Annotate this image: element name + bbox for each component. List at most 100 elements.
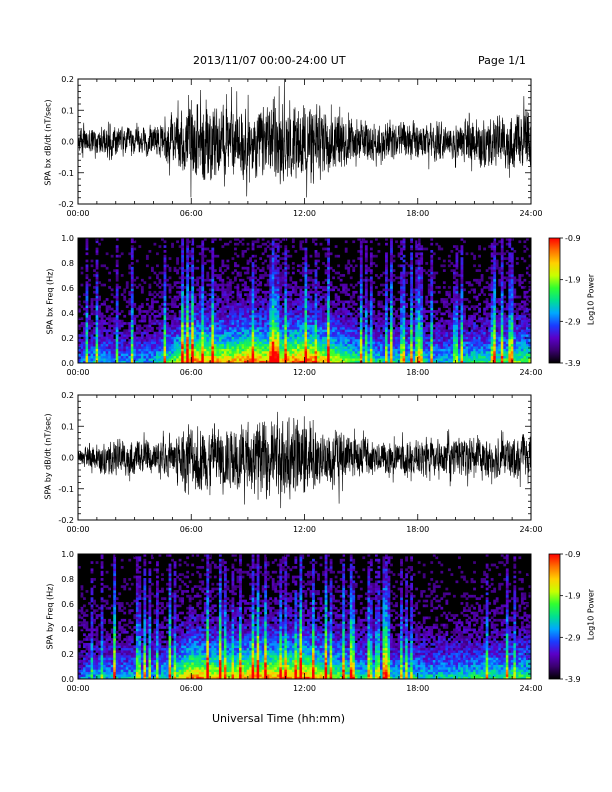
heatmap-cell xyxy=(445,298,449,301)
heatmap-cell xyxy=(229,319,232,323)
heatmap-cell xyxy=(221,322,225,325)
heatmap-cell xyxy=(223,269,227,272)
heatmap-cell xyxy=(85,305,89,309)
heatmap-cell xyxy=(385,290,388,294)
heatmap-cell xyxy=(206,338,210,342)
heatmap-cell xyxy=(261,338,265,342)
heatmap-cell xyxy=(390,293,393,296)
heatmap-cell xyxy=(387,278,391,282)
heatmap-cell xyxy=(420,281,424,284)
heatmap-cell xyxy=(206,310,210,313)
heatmap-cell xyxy=(251,305,255,309)
heatmap-cell xyxy=(181,278,184,282)
heatmap-cell xyxy=(279,338,283,342)
heatmap-cell xyxy=(279,240,283,244)
heatmap-cell xyxy=(100,329,104,333)
heatmap-cell xyxy=(173,295,177,299)
heatmap-cell xyxy=(218,266,222,270)
heatmap-cell xyxy=(279,355,283,359)
heatmap-cell xyxy=(284,343,288,347)
heatmap-cell xyxy=(223,353,227,357)
heatmap-cell xyxy=(337,334,341,337)
heatmap-cell xyxy=(264,353,268,357)
heatmap-cell xyxy=(337,307,341,311)
heatmap-cell xyxy=(90,319,94,323)
heatmap-cell xyxy=(364,343,368,347)
heatmap-cell xyxy=(95,259,99,263)
heatmap-cell xyxy=(387,331,391,335)
heatmap-cell xyxy=(241,341,245,345)
heatmap-cell xyxy=(269,259,273,263)
heatmap-cell xyxy=(279,329,283,333)
heatmap-cell xyxy=(420,324,424,328)
heatmap-cell xyxy=(249,278,252,282)
heatmap-cell xyxy=(206,331,210,335)
heatmap-cell xyxy=(435,338,439,342)
heatmap-cell xyxy=(130,245,134,248)
heatmap-cell xyxy=(387,322,391,325)
heatmap-cell xyxy=(201,331,205,335)
heatmap-cell xyxy=(113,269,117,272)
heatmap-cell xyxy=(113,329,117,333)
heatmap-cell xyxy=(269,276,273,280)
heatmap-cell xyxy=(208,334,212,337)
heatmap-cell xyxy=(374,353,378,357)
heatmap-cell xyxy=(299,307,303,311)
heatmap-cell xyxy=(138,319,142,323)
heatmap-cell xyxy=(271,334,275,337)
heatmap-cell xyxy=(251,274,255,277)
heatmap-cell xyxy=(115,338,119,342)
heatmap-cell xyxy=(281,331,285,335)
heatmap-cell xyxy=(400,250,403,253)
heatmap-cell xyxy=(347,317,351,321)
heatmap-cell xyxy=(201,346,205,349)
heatmap-cell xyxy=(304,259,308,263)
heatmap-cell xyxy=(188,293,192,296)
heatmap-cell xyxy=(301,300,305,304)
heatmap-cell xyxy=(150,326,154,330)
heatmap-cell xyxy=(385,348,388,352)
heatmap-cell xyxy=(382,319,386,323)
heatmap-cell xyxy=(115,324,119,328)
heatmap-cell xyxy=(216,336,220,340)
heatmap-cell xyxy=(395,360,398,364)
heatmap-cell xyxy=(395,358,398,361)
heatmap-cell xyxy=(249,312,252,316)
heatmap-cell xyxy=(128,302,132,306)
heatmap-cell xyxy=(319,298,323,301)
heatmap-cell xyxy=(276,269,280,272)
heatmap-cell xyxy=(158,346,162,349)
heatmap-cell xyxy=(344,310,348,313)
heatmap-cell xyxy=(400,271,403,275)
heatmap-cell xyxy=(397,245,401,248)
heatmap-cell xyxy=(274,302,278,306)
heatmap-cell xyxy=(324,300,328,304)
heatmap-cell xyxy=(115,295,119,299)
heatmap-cell xyxy=(191,336,195,340)
heatmap-cell xyxy=(231,322,235,325)
heatmap-cell xyxy=(430,336,434,340)
heatmap-cell xyxy=(417,276,421,280)
heatmap-cell xyxy=(442,286,446,289)
heatmap-cell xyxy=(415,288,419,292)
heatmap-cell xyxy=(133,358,137,361)
heatmap-cell xyxy=(334,322,338,325)
heatmap-cell xyxy=(203,353,207,357)
heatmap-cell xyxy=(319,326,323,330)
heatmap-cell xyxy=(173,281,177,284)
heatmap-cell xyxy=(78,295,81,299)
heatmap-cell xyxy=(342,300,346,304)
heatmap-cell xyxy=(430,278,434,282)
heatmap-cell xyxy=(324,324,328,328)
heatmap-cell xyxy=(135,331,139,335)
heatmap-cell xyxy=(264,350,268,354)
heatmap-cell xyxy=(115,274,119,277)
heatmap-cell xyxy=(251,334,255,337)
heatmap-cell xyxy=(274,252,278,256)
heatmap-cell xyxy=(113,326,117,330)
heatmap-cell xyxy=(261,348,265,352)
heatmap-cell xyxy=(317,348,320,352)
heatmap-cell xyxy=(133,278,137,282)
heatmap-cell xyxy=(437,360,441,364)
heatmap-cell xyxy=(415,341,419,345)
